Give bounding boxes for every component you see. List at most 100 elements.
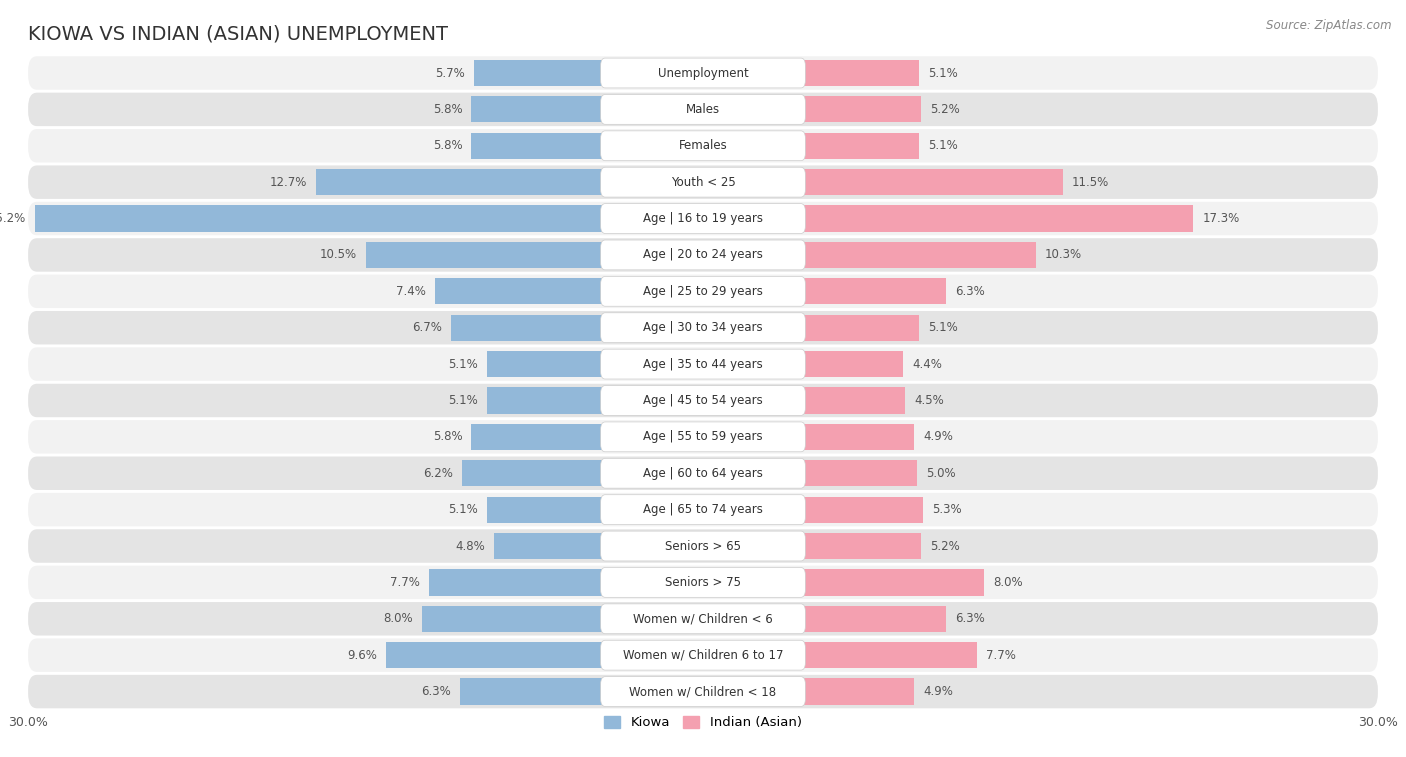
FancyBboxPatch shape [600, 313, 806, 343]
FancyBboxPatch shape [28, 493, 1378, 526]
Bar [804, 60, 920, 86]
Text: 6.3%: 6.3% [422, 685, 451, 698]
Text: Age | 55 to 59 years: Age | 55 to 59 years [643, 431, 763, 444]
Bar [804, 569, 984, 596]
Text: 10.5%: 10.5% [319, 248, 357, 261]
FancyBboxPatch shape [600, 204, 806, 233]
Bar [471, 132, 602, 159]
Bar [366, 241, 602, 268]
Text: Age | 16 to 19 years: Age | 16 to 19 years [643, 212, 763, 225]
Bar [471, 424, 602, 450]
FancyBboxPatch shape [600, 385, 806, 416]
Text: 10.3%: 10.3% [1045, 248, 1083, 261]
Text: 4.8%: 4.8% [456, 540, 485, 553]
Bar [804, 96, 921, 123]
Text: 17.3%: 17.3% [1202, 212, 1240, 225]
Text: Age | 30 to 34 years: Age | 30 to 34 years [643, 321, 763, 334]
Text: 5.0%: 5.0% [925, 467, 955, 480]
FancyBboxPatch shape [28, 92, 1378, 126]
Bar [804, 642, 977, 668]
Bar [804, 132, 920, 159]
FancyBboxPatch shape [600, 458, 806, 488]
Text: Women w/ Children 6 to 17: Women w/ Children 6 to 17 [623, 649, 783, 662]
Text: 8.0%: 8.0% [993, 576, 1022, 589]
Text: 5.1%: 5.1% [449, 503, 478, 516]
Text: Seniors > 65: Seniors > 65 [665, 540, 741, 553]
Bar [385, 642, 602, 668]
FancyBboxPatch shape [28, 129, 1378, 163]
Text: 6.7%: 6.7% [412, 321, 441, 334]
Text: 7.7%: 7.7% [987, 649, 1017, 662]
Text: 4.9%: 4.9% [924, 431, 953, 444]
Text: Age | 60 to 64 years: Age | 60 to 64 years [643, 467, 763, 480]
Bar [804, 533, 921, 559]
Text: 5.7%: 5.7% [434, 67, 464, 79]
Text: Source: ZipAtlas.com: Source: ZipAtlas.com [1267, 19, 1392, 32]
Legend: Kiowa, Indian (Asian): Kiowa, Indian (Asian) [599, 711, 807, 734]
Text: 5.1%: 5.1% [928, 67, 957, 79]
Bar [486, 388, 602, 413]
FancyBboxPatch shape [28, 674, 1378, 709]
Text: 5.2%: 5.2% [931, 540, 960, 553]
Bar [804, 205, 1194, 232]
FancyBboxPatch shape [28, 311, 1378, 344]
FancyBboxPatch shape [28, 238, 1378, 272]
FancyBboxPatch shape [600, 167, 806, 197]
Text: Age | 65 to 74 years: Age | 65 to 74 years [643, 503, 763, 516]
Bar [804, 169, 1063, 195]
Text: Women w/ Children < 6: Women w/ Children < 6 [633, 612, 773, 625]
Text: 12.7%: 12.7% [270, 176, 307, 188]
Bar [471, 96, 602, 123]
FancyBboxPatch shape [600, 677, 806, 706]
Bar [422, 606, 602, 632]
Text: 5.1%: 5.1% [928, 139, 957, 152]
FancyBboxPatch shape [28, 384, 1378, 417]
Text: 5.1%: 5.1% [449, 357, 478, 371]
Text: 4.9%: 4.9% [924, 685, 953, 698]
Text: Age | 45 to 54 years: Age | 45 to 54 years [643, 394, 763, 407]
FancyBboxPatch shape [600, 95, 806, 124]
Text: 7.4%: 7.4% [396, 285, 426, 298]
Bar [451, 315, 602, 341]
FancyBboxPatch shape [600, 422, 806, 452]
Bar [804, 424, 914, 450]
Bar [804, 606, 946, 632]
Bar [804, 315, 920, 341]
Text: 11.5%: 11.5% [1071, 176, 1109, 188]
Bar [486, 351, 602, 377]
Bar [804, 460, 917, 486]
FancyBboxPatch shape [28, 565, 1378, 599]
Text: Females: Females [679, 139, 727, 152]
FancyBboxPatch shape [28, 166, 1378, 199]
Text: 25.2%: 25.2% [0, 212, 25, 225]
FancyBboxPatch shape [28, 347, 1378, 381]
FancyBboxPatch shape [600, 58, 806, 88]
Bar [463, 460, 602, 486]
FancyBboxPatch shape [600, 640, 806, 670]
Text: Age | 35 to 44 years: Age | 35 to 44 years [643, 357, 763, 371]
Text: Age | 20 to 24 years: Age | 20 to 24 years [643, 248, 763, 261]
FancyBboxPatch shape [600, 604, 806, 634]
Text: 5.8%: 5.8% [433, 103, 463, 116]
Bar [494, 533, 602, 559]
Text: 4.4%: 4.4% [912, 357, 942, 371]
Bar [429, 569, 602, 596]
Bar [436, 279, 602, 304]
Bar [474, 60, 602, 86]
Text: Unemployment: Unemployment [658, 67, 748, 79]
FancyBboxPatch shape [600, 531, 806, 561]
FancyBboxPatch shape [600, 349, 806, 379]
Text: 5.1%: 5.1% [449, 394, 478, 407]
Text: 5.1%: 5.1% [928, 321, 957, 334]
Text: 5.8%: 5.8% [433, 431, 463, 444]
FancyBboxPatch shape [28, 529, 1378, 562]
Text: 6.3%: 6.3% [955, 285, 984, 298]
Text: 8.0%: 8.0% [384, 612, 413, 625]
FancyBboxPatch shape [28, 202, 1378, 235]
Text: 4.5%: 4.5% [914, 394, 945, 407]
Bar [804, 388, 905, 413]
Text: Seniors > 75: Seniors > 75 [665, 576, 741, 589]
Text: Males: Males [686, 103, 720, 116]
Text: 5.2%: 5.2% [931, 103, 960, 116]
Text: Women w/ Children < 18: Women w/ Children < 18 [630, 685, 776, 698]
